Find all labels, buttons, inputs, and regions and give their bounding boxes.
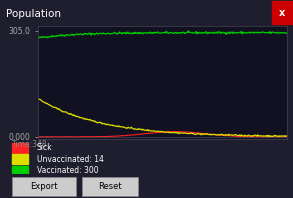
Bar	[12, 143, 28, 153]
Bar	[12, 177, 76, 196]
Text: Sick: Sick	[37, 143, 52, 152]
Text: Vaccinated: 300: Vaccinated: 300	[37, 166, 98, 175]
Bar	[12, 166, 28, 176]
Text: Reset: Reset	[98, 182, 122, 191]
Text: Unvaccinated: 14: Unvaccinated: 14	[37, 155, 103, 164]
Text: Population: Population	[6, 9, 61, 19]
Text: Export: Export	[30, 182, 58, 191]
Bar	[12, 154, 28, 164]
Text: x: x	[279, 8, 285, 18]
Bar	[272, 1, 292, 24]
Bar	[82, 177, 138, 196]
Text: Time:348: Time:348	[12, 140, 47, 149]
